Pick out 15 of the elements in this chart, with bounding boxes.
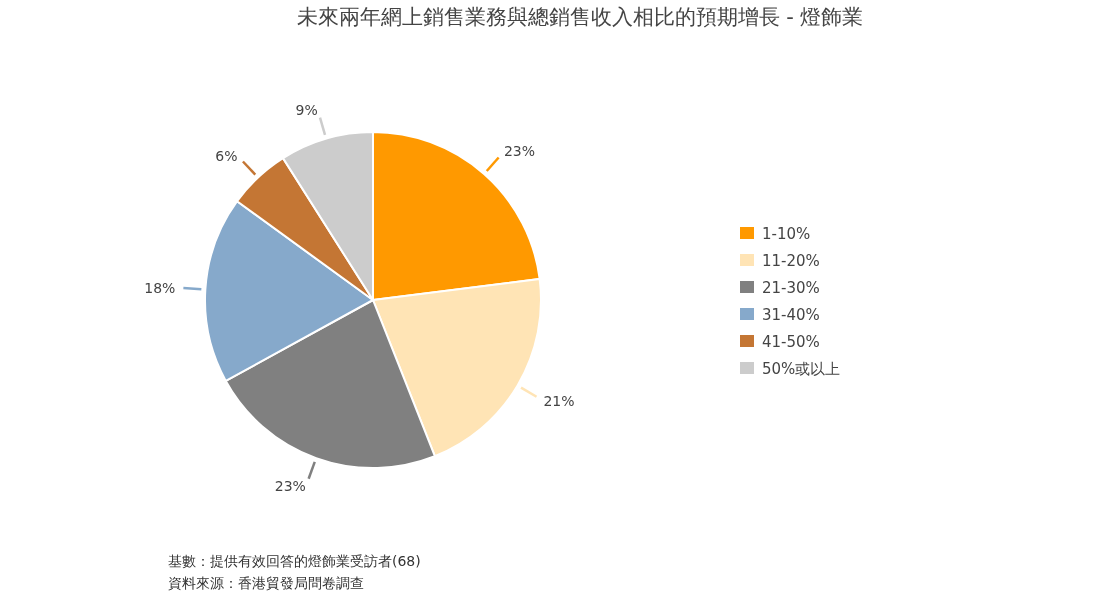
legend-label: 50%或以上 [762, 360, 841, 378]
data-label: 23% [274, 478, 306, 495]
data-label: 6% [215, 147, 238, 164]
legend-label: 31-40% [762, 306, 820, 324]
source-note: 資料來源：香港貿發局問卷調查 [168, 575, 364, 591]
text: 基數：提供有效回答的燈飾業受訪者(68) [168, 553, 421, 569]
data-label: 9% [295, 101, 318, 118]
data-label: 18% [144, 279, 176, 296]
legend-label: 11-20% [762, 252, 820, 270]
legend-label: 1-10% [762, 225, 811, 243]
data-label: 21% [543, 392, 575, 409]
data-label: 23% [503, 143, 536, 160]
legend-label: 21-30% [762, 279, 820, 297]
chart-title: 未來兩年網上銷售業務與總銷售收入相比的預期增長 - 燈飾業 [296, 5, 864, 29]
legend-label: 41-50% [762, 333, 820, 351]
